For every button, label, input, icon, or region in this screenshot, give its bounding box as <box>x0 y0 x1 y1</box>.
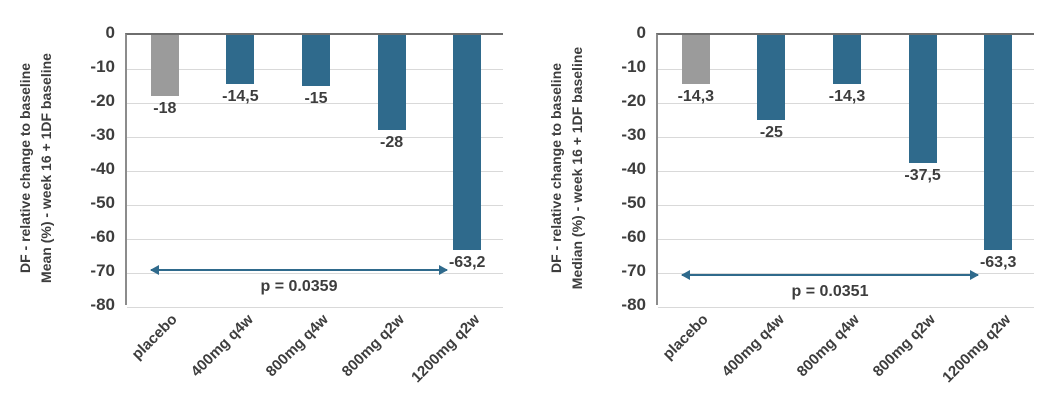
bar-800mg-q2w <box>377 35 406 131</box>
p-value-arrow <box>150 268 448 271</box>
y-tick-label: -70 <box>90 261 115 280</box>
p-value-label: p = 0.0359 <box>260 277 338 295</box>
median-relative-change-chart: DF - relative change to baseline Median … <box>531 0 1062 418</box>
x-category-label: 400mg q4w <box>187 311 257 381</box>
y-tick-label: -40 <box>621 159 646 178</box>
bar-value-label: -15 <box>304 90 328 107</box>
y-tick-label: 0 <box>636 23 646 42</box>
gridline <box>127 205 503 206</box>
gridline <box>658 103 1034 104</box>
y-axis-ticks: 0 -10 -20 -30 -40 -50 -60 -70 -80 <box>579 0 646 340</box>
x-category-label: 400mg q4w <box>718 311 788 381</box>
gridline <box>658 137 1034 138</box>
gridline <box>658 239 1034 240</box>
bar-value-label: -14,3 <box>828 87 866 105</box>
gridline <box>658 273 1034 274</box>
gridline <box>127 239 503 240</box>
bar-value-label: -18 <box>153 100 177 118</box>
bar-placebo <box>681 35 710 84</box>
arrow-head-left-icon <box>680 269 690 280</box>
gridline <box>127 273 503 274</box>
y-tick-label: -30 <box>90 125 115 144</box>
bar-400mg-q4w <box>757 35 786 120</box>
bar-value-label: -63,3 <box>979 254 1017 272</box>
y-tick-label: -20 <box>90 91 115 110</box>
gridline <box>658 205 1034 206</box>
y-tick-label: -50 <box>90 193 115 212</box>
bar-value-label: -25 <box>759 124 783 141</box>
y-tick-label: -80 <box>90 295 115 314</box>
x-category-label: 800mg q4w <box>793 311 864 381</box>
gridline <box>658 307 1034 308</box>
y-tick-label: -80 <box>621 295 646 314</box>
bar-400mg-q4w <box>226 35 255 85</box>
y-tick-label: 0 <box>105 23 115 42</box>
plot-area: -14,3 -25 -14,3 -37,5 -63,3 p = 0.0351 <box>656 33 1034 308</box>
arrow-head-right-icon <box>439 264 449 275</box>
bar-placebo <box>150 35 179 97</box>
y-tick-label: -60 <box>90 227 115 246</box>
mean-relative-change-chart: DF - relative change to baseline Mean (%… <box>0 0 531 418</box>
y-axis-title-line1: DF - relative change to baseline <box>548 62 564 274</box>
y-tick-label: -20 <box>621 91 646 110</box>
bar-1200mg-q2w <box>453 35 482 250</box>
plot-area: -18 -14,5 -15 -28 -63,2 p = 0.0359 <box>125 33 503 308</box>
bar-value-label: -28 <box>380 134 404 152</box>
y-axis-ticks: 0 -10 -20 -30 -40 -50 -60 -70 -80 <box>48 0 115 340</box>
bar-800mg-q2w <box>908 35 937 163</box>
y-tick-label: -70 <box>621 261 646 280</box>
bar-value-label: -37,5 <box>904 166 941 184</box>
arrow-head-right-icon <box>970 269 980 280</box>
x-category-label: placebo <box>128 311 181 364</box>
x-axis-labels: placebo 400mg q4w 800mg q4w 800mg q2w 1200mg… <box>125 307 503 412</box>
gridline <box>658 171 1034 172</box>
x-category-label: 1200mg q2w <box>939 311 1015 387</box>
x-category-label: placebo <box>659 311 712 364</box>
y-tick-label: -30 <box>621 125 646 144</box>
p-value-arrow <box>681 273 979 276</box>
x-axis-labels: placebo 400mg q4w 800mg q4w 800mg q2w 1200mg… <box>656 307 1034 412</box>
gridline <box>127 137 503 138</box>
x-category-label: 800mg q2w <box>869 311 939 381</box>
bar-value-label: -63,2 <box>448 253 486 271</box>
arrow-head-left-icon <box>149 264 159 275</box>
bar-1200mg-q2w <box>984 35 1013 251</box>
x-category-label: 1200mg q2w <box>408 311 484 387</box>
x-category-label: 800mg q2w <box>338 311 408 381</box>
y-tick-label: -10 <box>90 57 115 76</box>
x-category-label: 800mg q4w <box>262 311 333 381</box>
gridline <box>127 171 503 172</box>
y-axis-title-line1: DF - relative change to baseline <box>17 62 33 274</box>
bar-800mg-q4w <box>833 35 861 84</box>
bar-800mg-q4w <box>302 35 330 86</box>
bar-value-label: -14,3 <box>677 87 715 105</box>
y-tick-label: -10 <box>621 57 646 76</box>
y-tick-label: -50 <box>621 193 646 212</box>
y-tick-label: -60 <box>621 227 646 246</box>
gridline <box>127 103 503 104</box>
y-tick-label: -40 <box>90 159 115 178</box>
p-value-label: p = 0.0351 <box>791 282 869 300</box>
bar-value-label: -14,5 <box>222 88 259 106</box>
gridline <box>127 307 503 308</box>
